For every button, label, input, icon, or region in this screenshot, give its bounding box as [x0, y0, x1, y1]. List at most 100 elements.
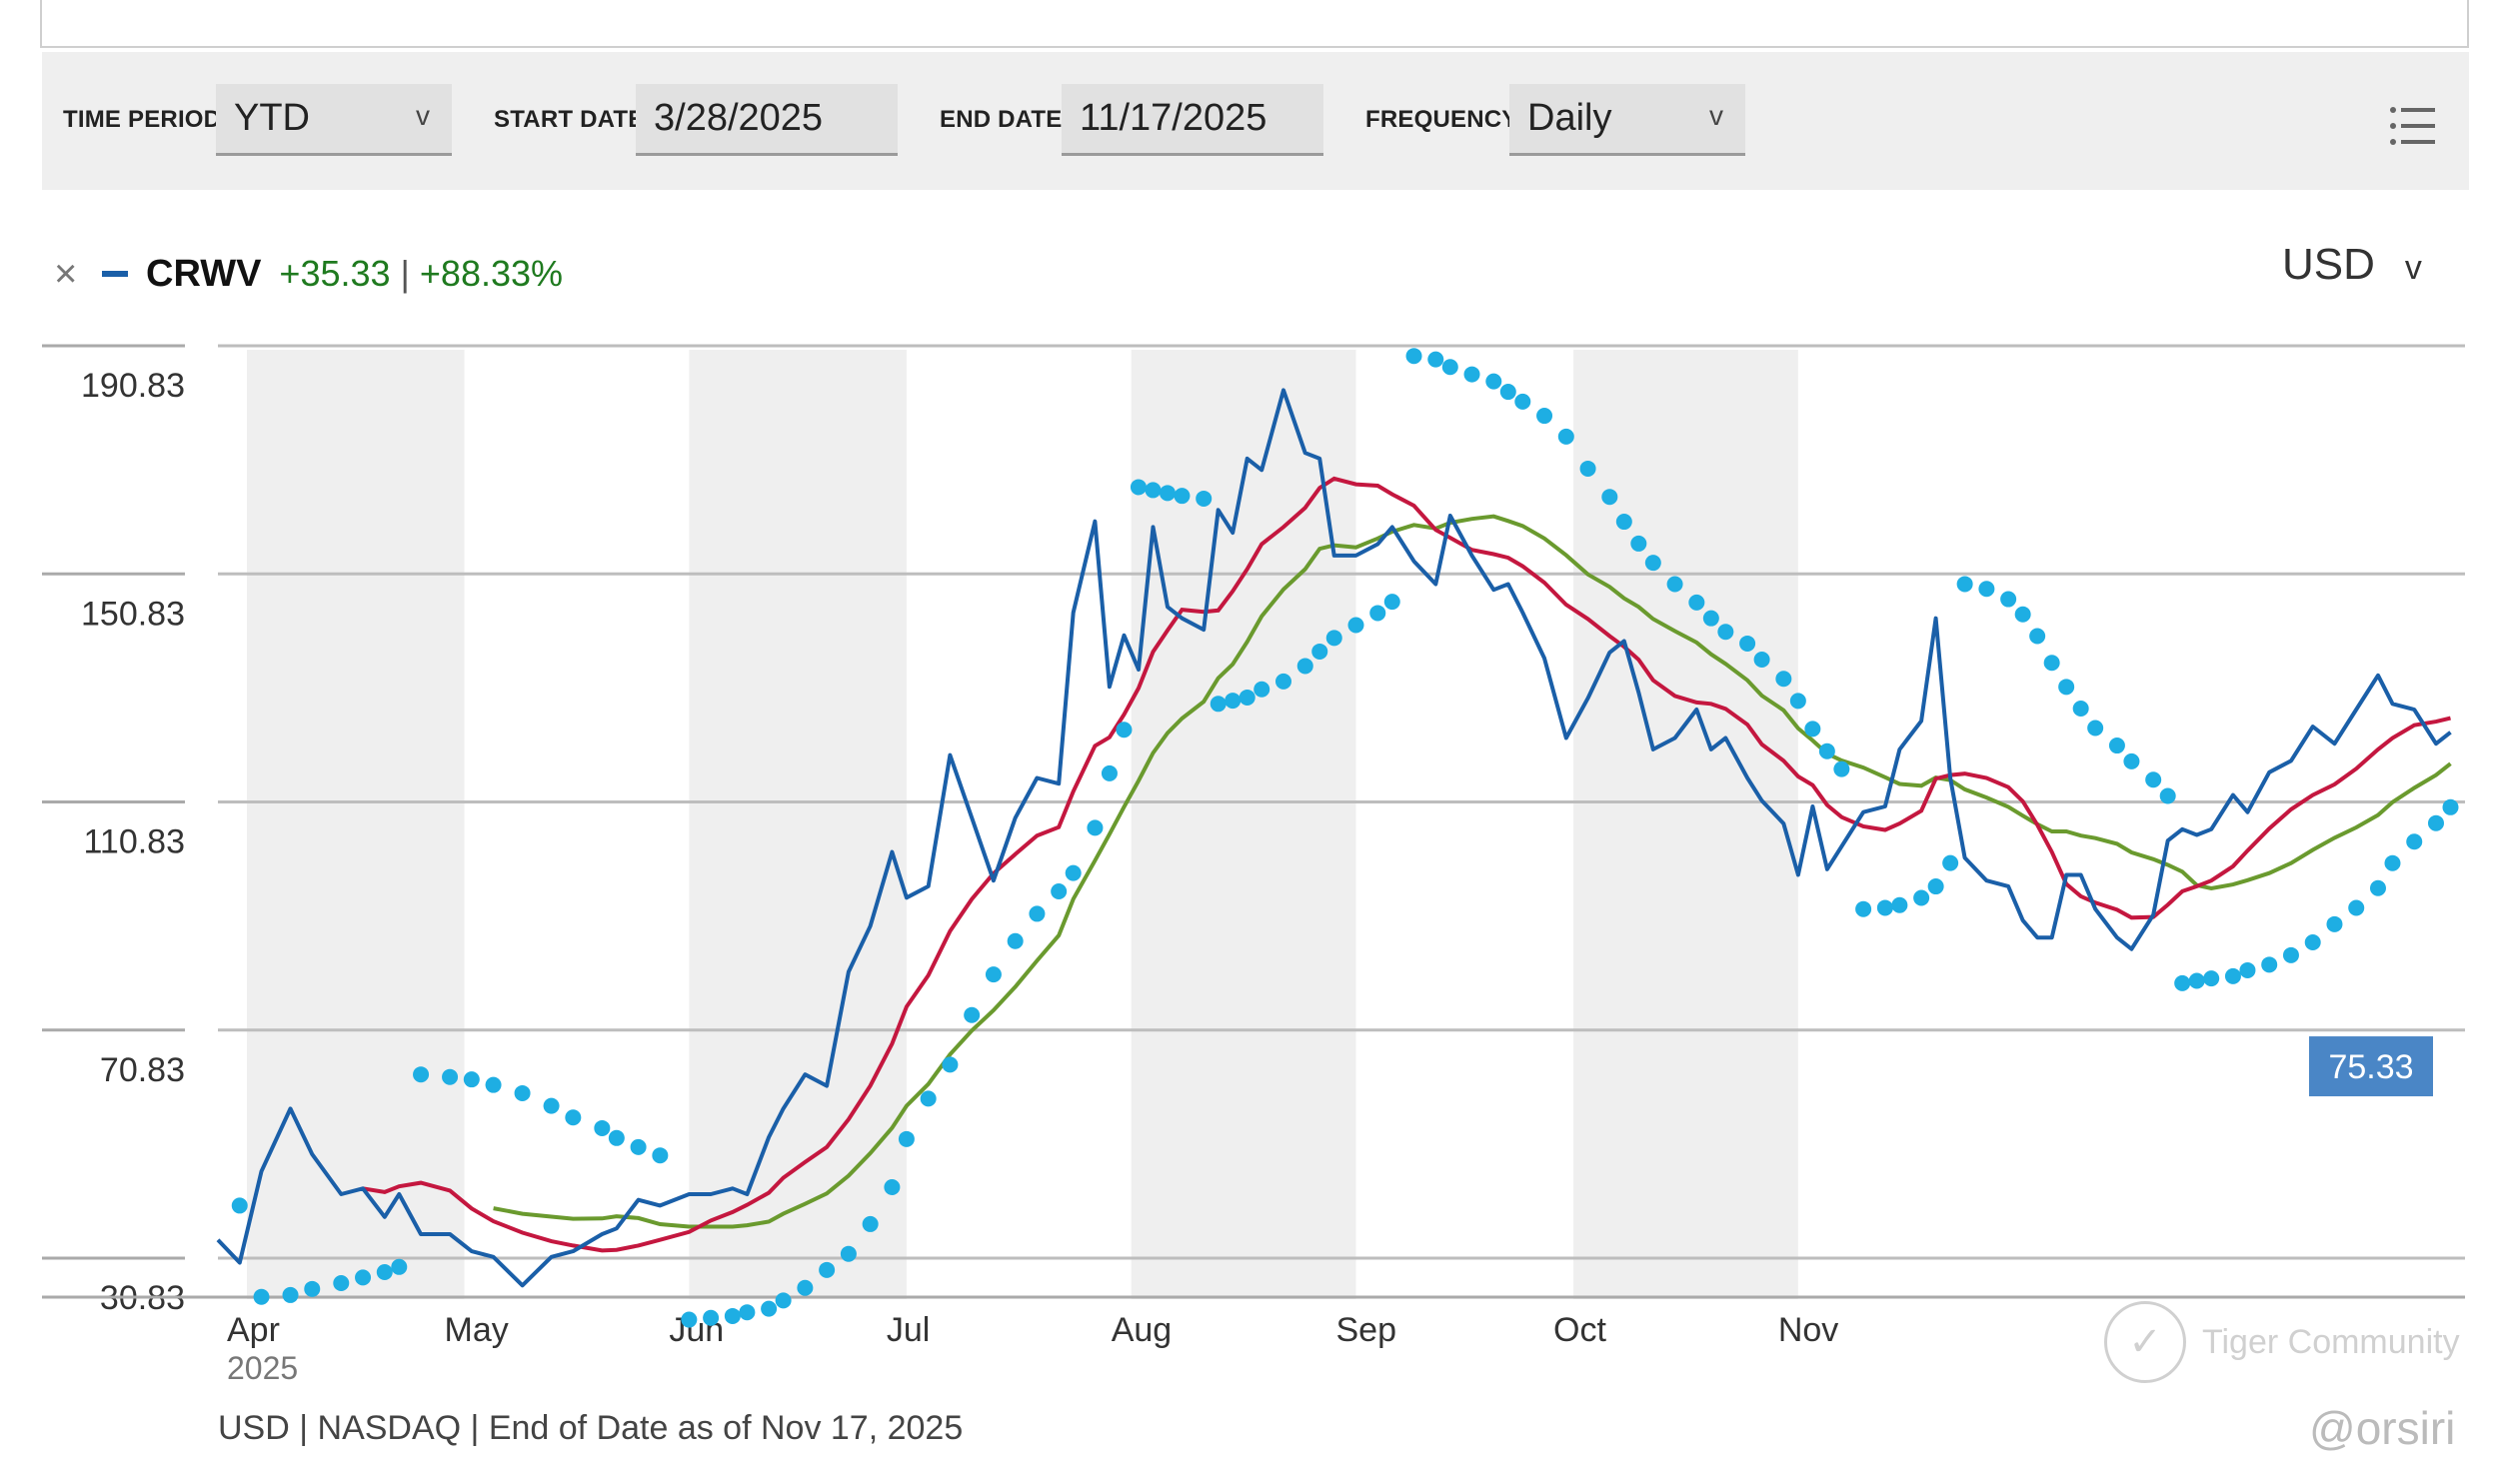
sar-dot	[1145, 482, 1162, 499]
tiger-logo-icon: ✓	[2104, 1301, 2186, 1383]
sar-dot	[1051, 883, 1068, 900]
x-tick-label: Sep	[1336, 1311, 1397, 1349]
sar-dot	[485, 1076, 502, 1093]
sar-dot	[2108, 738, 2125, 754]
sar-dot	[2123, 752, 2140, 769]
frequency-label: FREQUENCY	[1365, 106, 1518, 133]
sar-dot	[898, 1130, 915, 1147]
sar-dot	[1101, 764, 1118, 781]
sar-dot	[2203, 970, 2220, 987]
sar-dot	[2348, 899, 2365, 916]
chart-footnote: USD | NASDAQ | End of Date as of Nov 17,…	[218, 1409, 964, 1447]
sar-dot	[2406, 833, 2423, 850]
start-date-value: 3/28/2025	[654, 97, 824, 139]
close-icon[interactable]: ×	[54, 251, 78, 296]
sar-dot	[1225, 693, 1242, 710]
sar-dot	[304, 1280, 321, 1297]
sar-dot	[1130, 479, 1147, 496]
month-band	[1573, 350, 1798, 1299]
x-tick-label: Nov	[1778, 1311, 1838, 1349]
sar-dot	[1927, 878, 1944, 895]
sar-dot	[2224, 967, 2241, 984]
watermark-text: Tiger Community	[2202, 1322, 2460, 1361]
sar-dot	[1615, 514, 1632, 531]
sar-dot	[2087, 720, 2104, 737]
sar-dot	[514, 1084, 531, 1101]
x-tick-label: Apr	[227, 1311, 280, 1349]
end-date-label: END DATE	[940, 106, 1063, 133]
list-settings-icon[interactable]	[2389, 104, 2437, 148]
sar-dot	[1196, 490, 1213, 507]
price-change-percent: +88.33%	[419, 253, 564, 294]
sar-dot	[1942, 854, 1959, 871]
start-date-input[interactable]: 3/28/2025	[636, 84, 898, 156]
sar-dot	[1775, 671, 1792, 688]
sar-dot	[2384, 854, 2401, 871]
sar-dot	[2159, 787, 2176, 804]
sar-dot	[630, 1138, 647, 1155]
currency-select[interactable]: USD v	[2282, 240, 2422, 290]
sar-dot	[1253, 681, 1270, 698]
time-period-select[interactable]: YTD v	[216, 84, 452, 156]
sar-dot	[1702, 610, 1719, 627]
sar-dot	[2261, 956, 2278, 973]
sar-dot	[1087, 819, 1104, 836]
sar-dot	[840, 1245, 857, 1262]
sar-dot	[703, 1309, 720, 1326]
sar-dot	[1116, 722, 1133, 739]
x-tick-label: Oct	[1553, 1311, 1606, 1349]
frequency-select[interactable]: Daily v	[1509, 84, 1745, 156]
sar-dot	[1514, 393, 1531, 410]
sar-dot	[2188, 972, 2205, 989]
x-tick-label: Jul	[887, 1311, 930, 1349]
sar-dot	[1007, 932, 1024, 949]
sar-dot	[1210, 696, 1227, 713]
sar-dot	[1891, 896, 1908, 913]
sar-dot	[1978, 581, 1995, 598]
sar-dot	[819, 1261, 836, 1278]
sar-dot	[2427, 814, 2444, 831]
sar-dot	[1485, 373, 1502, 390]
sar-dot	[543, 1097, 560, 1114]
sar-dot	[1666, 576, 1683, 593]
x-tick-label: May	[445, 1311, 509, 1349]
sar-dot	[253, 1288, 270, 1305]
series-legend: × CRWV +35.33 | +88.33%	[54, 248, 563, 300]
end-date-input[interactable]: 11/17/2025	[1062, 84, 1323, 156]
chevron-down-icon: v	[1709, 100, 1723, 131]
sar-dot	[1855, 900, 1872, 917]
sar-dot	[739, 1304, 756, 1321]
sar-dot	[1065, 864, 1082, 881]
sar-dot	[608, 1129, 625, 1146]
sar-dot	[376, 1263, 393, 1280]
end-date-value: 11/17/2025	[1080, 97, 1267, 139]
series-swatch	[102, 271, 128, 277]
sar-dot	[2000, 591, 2017, 608]
sar-dot	[797, 1279, 814, 1296]
sar-dot	[1753, 651, 1770, 668]
sar-dot	[652, 1147, 669, 1164]
sar-dot	[1159, 485, 1176, 502]
sar-dot	[985, 966, 1002, 983]
last-value-label: 75.33	[2328, 1048, 2413, 1086]
sar-dot	[1239, 689, 1255, 706]
sar-dot	[2304, 934, 2321, 951]
y-tick-label: 190.83	[81, 367, 185, 405]
sar-dot	[1804, 721, 1821, 738]
sar-dot	[1688, 594, 1705, 611]
sar-dot	[1274, 673, 1291, 690]
sar-dot	[1441, 359, 1458, 376]
sar-dot	[724, 1307, 741, 1324]
sar-dot	[463, 1071, 480, 1088]
sar-dot	[1557, 428, 1574, 445]
sar-dot	[1876, 899, 1893, 916]
y-tick-label: 150.83	[81, 595, 185, 633]
sar-dot	[565, 1109, 582, 1126]
x-tick-year-label: 2025	[227, 1350, 298, 1386]
sar-dot	[1739, 635, 1756, 652]
sar-dot	[1463, 366, 1480, 383]
time-period-value: YTD	[234, 97, 310, 139]
last-value-badge	[2309, 1036, 2433, 1097]
sar-dot	[942, 1056, 959, 1073]
